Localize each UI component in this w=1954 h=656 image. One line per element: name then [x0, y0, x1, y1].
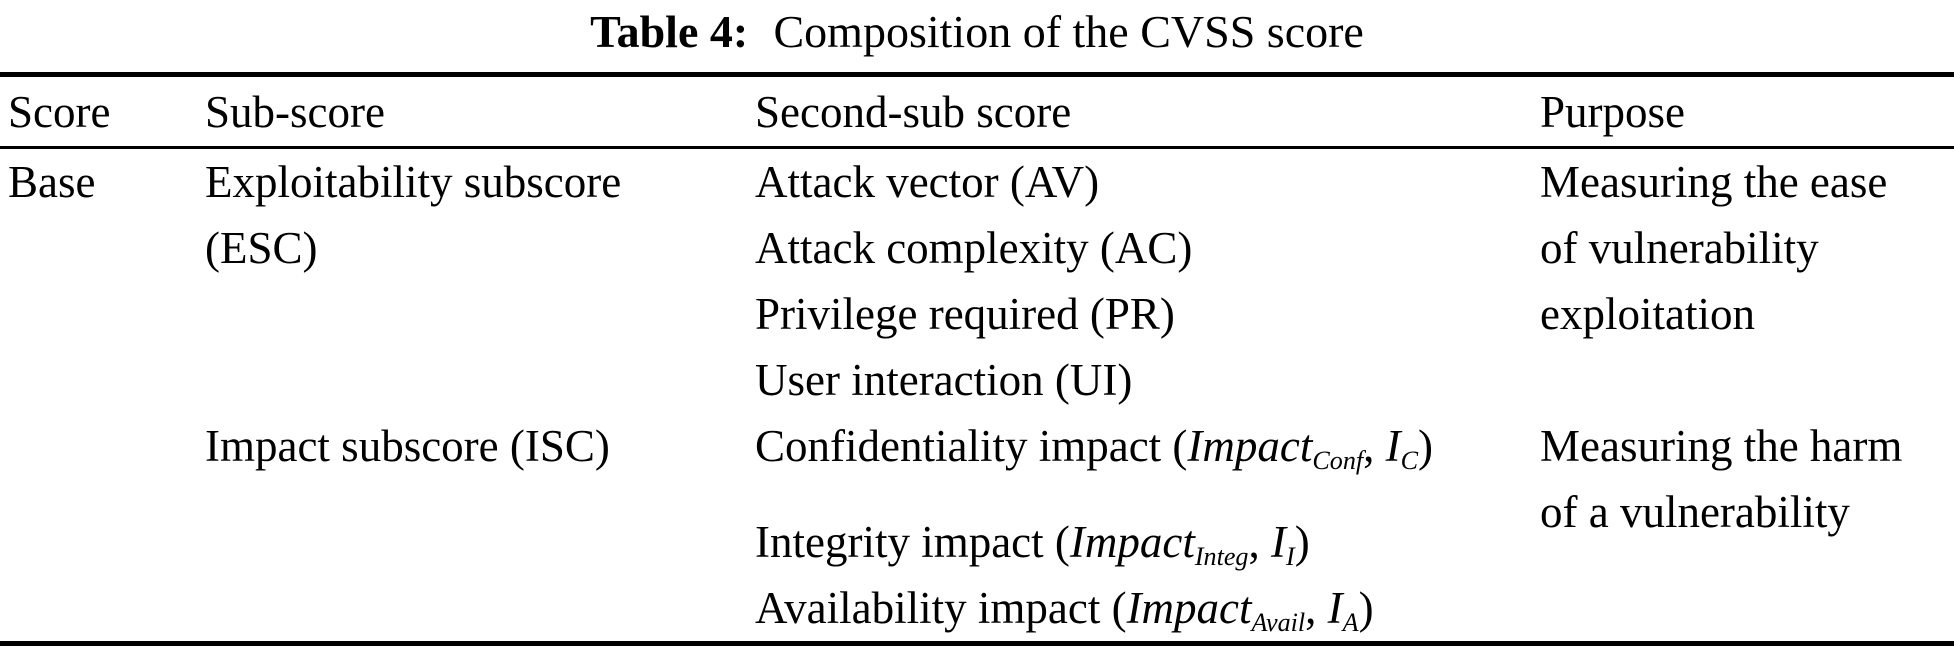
second-sub-line-confidentiality: Confidentiality impact (ImpactConf, IC)	[755, 413, 1540, 479]
purpose-line: of vulnerability	[1540, 223, 1819, 273]
math-subscript: Avail	[1251, 607, 1306, 637]
cell-second-sub-score: Confidentiality impact (ImpactConf, IC) …	[755, 413, 1540, 644]
column-header-sub-score: Sub-score	[205, 74, 755, 149]
cell-purpose: Measuring the ease of vulnerability expl…	[1540, 148, 1954, 414]
math-variable: Impact	[1187, 421, 1313, 471]
score-value: Base	[8, 157, 96, 207]
cell-second-sub-score: Attack vector (AV) Attack complexity (AC…	[755, 148, 1540, 414]
math-subscript: I	[1285, 541, 1295, 571]
table-caption-title: Composition of the CVSS score	[773, 6, 1364, 57]
math-variable: I	[1327, 583, 1343, 633]
math-separator: ,	[1305, 583, 1328, 633]
second-sub-line-availability: Availability impact (ImpactAvail, IA)	[755, 575, 1540, 641]
math-close-paren: )	[1294, 517, 1310, 567]
metric-label: Availability impact (	[755, 583, 1127, 633]
purpose-line: of a vulnerability	[1540, 487, 1850, 537]
cell-score	[0, 413, 205, 644]
cvss-composition-table: Score Sub-score Second-sub score Purpose…	[0, 72, 1954, 646]
table-caption-number: Table 4:	[590, 6, 749, 57]
metric-label: Integrity impact (	[755, 517, 1070, 567]
second-sub-line: Attack complexity (AC)	[755, 223, 1193, 273]
sub-score-line: Exploitability subscore	[205, 157, 622, 207]
cell-sub-score: Impact subscore (ISC)	[205, 413, 755, 644]
metric-label: Confidentiality impact (	[755, 421, 1188, 471]
header-row: Score Sub-score Second-sub score Purpose	[0, 74, 1954, 149]
table-row-impact: Impact subscore (ISC) Confidentiality im…	[0, 413, 1954, 644]
column-header-second-sub-score: Second-sub score	[755, 74, 1540, 149]
column-header-score: Score	[0, 74, 205, 149]
math-close-paren: )	[1358, 583, 1374, 633]
table-caption: Table 4: Composition of the CVSS score	[0, 0, 1954, 62]
math-subscript: Integ	[1194, 541, 1249, 571]
purpose-line: Measuring the ease	[1540, 157, 1888, 207]
cell-sub-score: Exploitability subscore (ESC)	[205, 148, 755, 414]
second-sub-line: Attack vector (AV)	[755, 157, 1100, 207]
purpose-line: Measuring the harm	[1540, 421, 1903, 471]
math-variable: I	[1270, 517, 1286, 567]
math-subscript: C	[1400, 445, 1419, 475]
purpose-line: exploitation	[1540, 289, 1755, 339]
math-subscript: A	[1342, 607, 1359, 637]
math-variable: I	[1385, 421, 1401, 471]
math-separator: ,	[1363, 421, 1386, 471]
math-variable: Impact	[1126, 583, 1252, 633]
cell-purpose: Measuring the harm of a vulnerability	[1540, 413, 1954, 644]
sub-score-line: Impact subscore (ISC)	[205, 421, 610, 471]
math-subscript: Conf	[1312, 445, 1364, 475]
table-row-base: Base Exploitability subscore (ESC) Attac…	[0, 148, 1954, 414]
math-separator: ,	[1248, 517, 1271, 567]
sub-score-line: (ESC)	[205, 223, 318, 273]
column-header-purpose: Purpose	[1540, 74, 1954, 149]
second-sub-line-integrity: Integrity impact (ImpactInteg, II)	[755, 509, 1540, 575]
second-sub-line: Privilege required (PR)	[755, 289, 1175, 339]
math-close-paren: )	[1418, 421, 1434, 471]
second-sub-line: User interaction (UI)	[755, 355, 1133, 405]
math-variable: Impact	[1069, 517, 1195, 567]
cell-score: Base	[0, 148, 205, 414]
